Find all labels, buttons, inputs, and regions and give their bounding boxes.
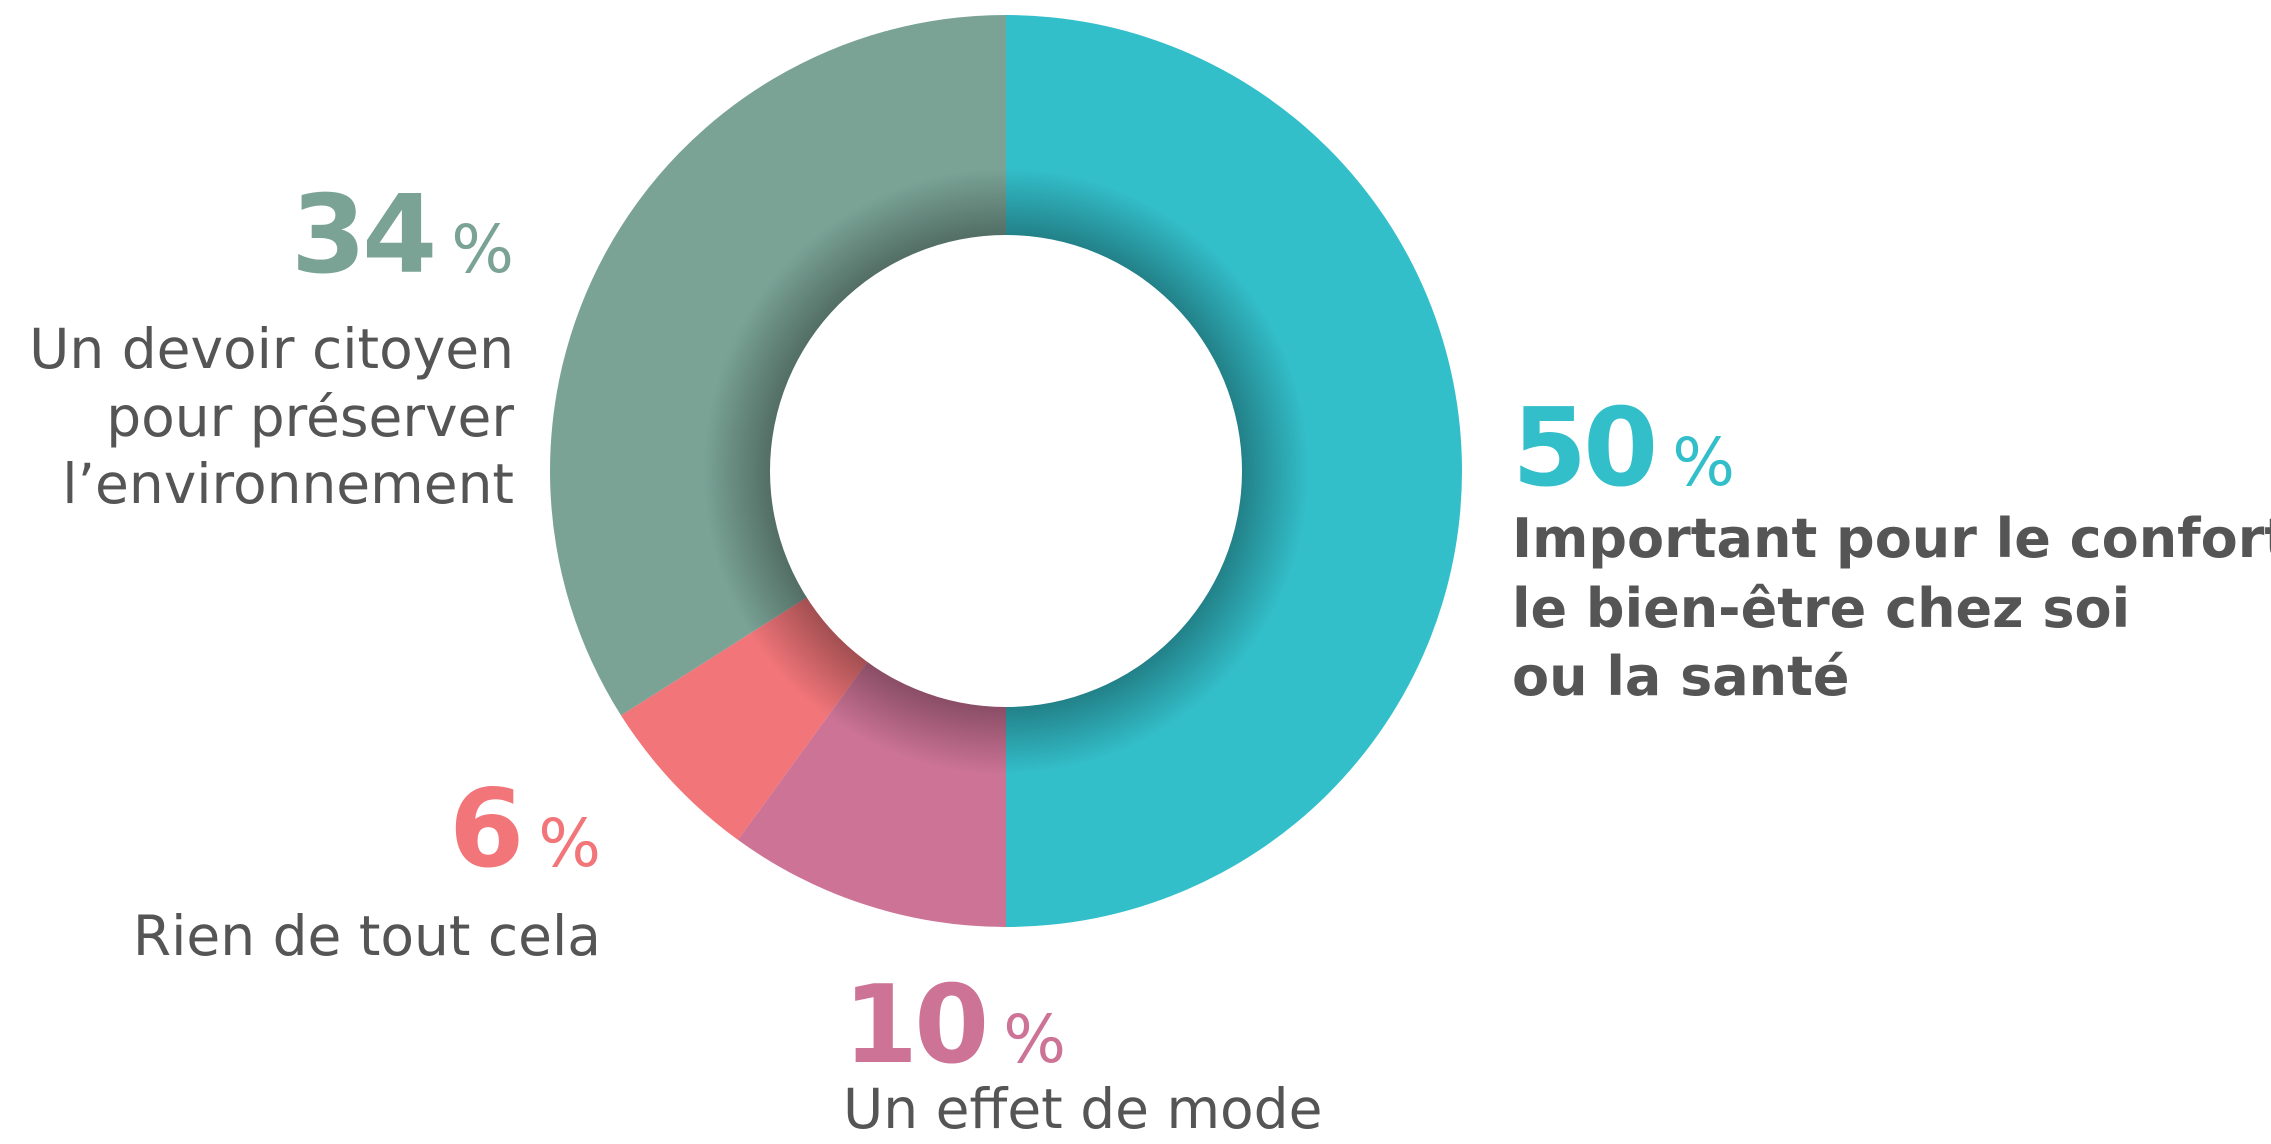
- category-label: Important pour le confort,: [1512, 507, 2271, 570]
- value-unit: %: [1672, 424, 1735, 501]
- value-number: 34: [291, 173, 433, 298]
- value-number: 10: [843, 963, 985, 1088]
- category-label: Un effet de mode: [843, 1077, 1322, 1141]
- category-label: ou la santé: [1512, 645, 1850, 708]
- value-label: 50%: [1512, 386, 1735, 511]
- value-number: 6: [449, 767, 520, 892]
- category-label: le bien-être chez soi: [1512, 577, 2130, 640]
- category-label: Rien de tout cela: [133, 904, 601, 968]
- category-label: l’environnement: [62, 452, 514, 516]
- value-number: 50: [1512, 386, 1654, 511]
- category-label: pour préserver: [106, 385, 514, 449]
- value-unit: %: [1003, 1001, 1066, 1078]
- value-unit: %: [538, 805, 601, 882]
- donut-hole: [770, 235, 1242, 707]
- value-label: 10%: [843, 963, 1066, 1088]
- labels: 50 %Important pour le confort,le bien-êtr…: [29, 173, 2271, 1141]
- value-label: 34%: [291, 173, 514, 298]
- category-label: Un devoir citoyen: [29, 317, 514, 381]
- value-unit: %: [451, 211, 514, 288]
- value-label: 6%: [449, 767, 601, 892]
